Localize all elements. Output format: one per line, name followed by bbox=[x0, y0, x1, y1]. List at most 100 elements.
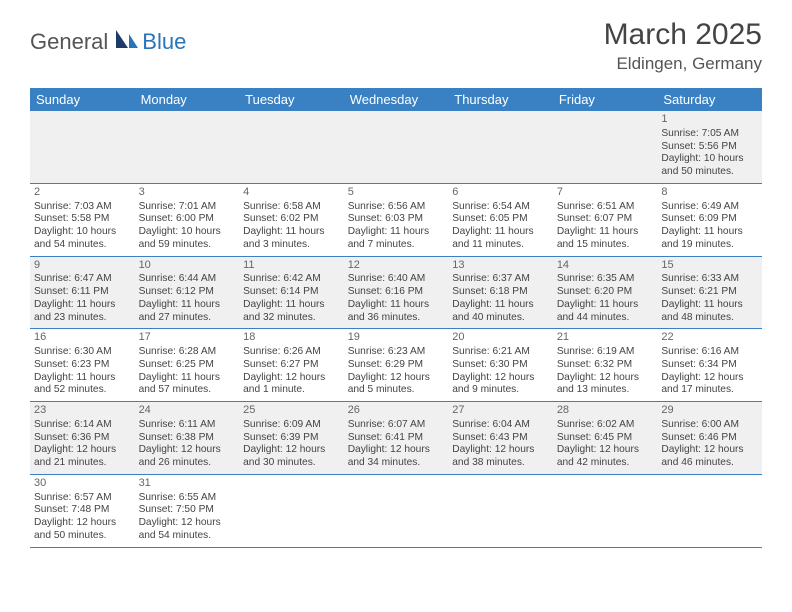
cell-line-ss: Sunset: 6:14 PM bbox=[243, 286, 340, 299]
cell-line-dl2: and 7 minutes. bbox=[348, 239, 445, 252]
cell-line-dl2: and 54 minutes. bbox=[139, 530, 236, 543]
cell-line-ss: Sunset: 6:09 PM bbox=[661, 213, 758, 226]
day-header-row: Sunday Monday Tuesday Wednesday Thursday… bbox=[30, 88, 762, 111]
calendar-body: 1Sunrise: 7:05 AMSunset: 5:56 PMDaylight… bbox=[30, 111, 762, 547]
calendar-week: 2Sunrise: 7:03 AMSunset: 5:58 PMDaylight… bbox=[30, 183, 762, 256]
cell-line-dl2: and 48 minutes. bbox=[661, 312, 758, 325]
cell-line-dl2: and 15 minutes. bbox=[557, 239, 654, 252]
day-number: 26 bbox=[348, 404, 445, 418]
logo-text-blue: Blue bbox=[142, 29, 186, 55]
day-header: Tuesday bbox=[239, 88, 344, 111]
cell-line-ss: Sunset: 6:27 PM bbox=[243, 359, 340, 372]
cell-line-dl1: Daylight: 11 hours bbox=[139, 372, 236, 385]
cell-line-ss: Sunset: 6:30 PM bbox=[452, 359, 549, 372]
cell-line-dl1: Daylight: 10 hours bbox=[34, 226, 131, 239]
cell-line-dl2: and 3 minutes. bbox=[243, 239, 340, 252]
day-number: 25 bbox=[243, 404, 340, 418]
cell-line-ss: Sunset: 7:48 PM bbox=[34, 504, 131, 517]
cell-line-dl1: Daylight: 12 hours bbox=[34, 444, 131, 457]
calendar-cell bbox=[448, 111, 553, 183]
cell-line-dl1: Daylight: 11 hours bbox=[661, 299, 758, 312]
cell-line-dl1: Daylight: 12 hours bbox=[139, 517, 236, 530]
cell-line-dl1: Daylight: 12 hours bbox=[557, 444, 654, 457]
cell-line-ss: Sunset: 6:36 PM bbox=[34, 432, 131, 445]
cell-line-dl1: Daylight: 11 hours bbox=[661, 226, 758, 239]
day-number: 5 bbox=[348, 186, 445, 200]
cell-line-dl1: Daylight: 11 hours bbox=[34, 372, 131, 385]
cell-line-sr: Sunrise: 6:23 AM bbox=[348, 346, 445, 359]
cell-line-dl1: Daylight: 12 hours bbox=[34, 517, 131, 530]
calendar-cell: 25Sunrise: 6:09 AMSunset: 6:39 PMDayligh… bbox=[239, 402, 344, 475]
cell-line-dl1: Daylight: 10 hours bbox=[139, 226, 236, 239]
calendar-table: Sunday Monday Tuesday Wednesday Thursday… bbox=[30, 88, 762, 548]
calendar-cell: 31Sunrise: 6:55 AMSunset: 7:50 PMDayligh… bbox=[135, 474, 240, 547]
calendar-cell bbox=[553, 111, 658, 183]
cell-line-ss: Sunset: 6:03 PM bbox=[348, 213, 445, 226]
day-number: 1 bbox=[661, 113, 758, 127]
cell-line-dl2: and 30 minutes. bbox=[243, 457, 340, 470]
cell-line-sr: Sunrise: 6:58 AM bbox=[243, 201, 340, 214]
cell-line-sr: Sunrise: 6:00 AM bbox=[661, 419, 758, 432]
calendar-cell: 12Sunrise: 6:40 AMSunset: 6:16 PMDayligh… bbox=[344, 256, 449, 329]
cell-line-sr: Sunrise: 6:02 AM bbox=[557, 419, 654, 432]
cell-line-dl2: and 50 minutes. bbox=[661, 166, 758, 179]
cell-line-dl1: Daylight: 10 hours bbox=[661, 153, 758, 166]
day-number: 29 bbox=[661, 404, 758, 418]
cell-line-sr: Sunrise: 6:55 AM bbox=[139, 492, 236, 505]
cell-line-ss: Sunset: 6:45 PM bbox=[557, 432, 654, 445]
cell-line-dl2: and 34 minutes. bbox=[348, 457, 445, 470]
cell-line-dl2: and 59 minutes. bbox=[139, 239, 236, 252]
calendar-cell bbox=[448, 474, 553, 547]
cell-line-dl1: Daylight: 12 hours bbox=[348, 444, 445, 457]
cell-line-dl1: Daylight: 11 hours bbox=[34, 299, 131, 312]
cell-line-dl1: Daylight: 12 hours bbox=[243, 372, 340, 385]
cell-line-sr: Sunrise: 6:09 AM bbox=[243, 419, 340, 432]
calendar-cell: 10Sunrise: 6:44 AMSunset: 6:12 PMDayligh… bbox=[135, 256, 240, 329]
calendar-week: 1Sunrise: 7:05 AMSunset: 5:56 PMDaylight… bbox=[30, 111, 762, 183]
cell-line-dl2: and 11 minutes. bbox=[452, 239, 549, 252]
day-number: 23 bbox=[34, 404, 131, 418]
day-header: Thursday bbox=[448, 88, 553, 111]
calendar-week: 23Sunrise: 6:14 AMSunset: 6:36 PMDayligh… bbox=[30, 402, 762, 475]
cell-line-dl2: and 40 minutes. bbox=[452, 312, 549, 325]
day-number: 9 bbox=[34, 259, 131, 273]
cell-line-sr: Sunrise: 6:35 AM bbox=[557, 273, 654, 286]
cell-line-dl2: and 17 minutes. bbox=[661, 384, 758, 397]
calendar-cell: 29Sunrise: 6:00 AMSunset: 6:46 PMDayligh… bbox=[657, 402, 762, 475]
calendar-cell: 1Sunrise: 7:05 AMSunset: 5:56 PMDaylight… bbox=[657, 111, 762, 183]
cell-line-sr: Sunrise: 7:01 AM bbox=[139, 201, 236, 214]
cell-line-dl2: and 19 minutes. bbox=[661, 239, 758, 252]
cell-line-sr: Sunrise: 6:37 AM bbox=[452, 273, 549, 286]
cell-line-ss: Sunset: 6:05 PM bbox=[452, 213, 549, 226]
day-header: Friday bbox=[553, 88, 658, 111]
cell-line-dl1: Daylight: 12 hours bbox=[452, 444, 549, 457]
cell-line-dl1: Daylight: 11 hours bbox=[348, 299, 445, 312]
day-number: 13 bbox=[452, 259, 549, 273]
day-number: 6 bbox=[452, 186, 549, 200]
calendar-cell: 3Sunrise: 7:01 AMSunset: 6:00 PMDaylight… bbox=[135, 183, 240, 256]
cell-line-dl1: Daylight: 12 hours bbox=[452, 372, 549, 385]
cell-line-sr: Sunrise: 6:44 AM bbox=[139, 273, 236, 286]
calendar-cell: 17Sunrise: 6:28 AMSunset: 6:25 PMDayligh… bbox=[135, 329, 240, 402]
calendar-cell: 4Sunrise: 6:58 AMSunset: 6:02 PMDaylight… bbox=[239, 183, 344, 256]
cell-line-sr: Sunrise: 7:05 AM bbox=[661, 128, 758, 141]
cell-line-dl2: and 57 minutes. bbox=[139, 384, 236, 397]
cell-line-ss: Sunset: 6:11 PM bbox=[34, 286, 131, 299]
cell-line-dl2: and 50 minutes. bbox=[34, 530, 131, 543]
cell-line-sr: Sunrise: 6:33 AM bbox=[661, 273, 758, 286]
calendar-cell: 7Sunrise: 6:51 AMSunset: 6:07 PMDaylight… bbox=[553, 183, 658, 256]
cell-line-ss: Sunset: 7:50 PM bbox=[139, 504, 236, 517]
cell-line-dl2: and 1 minute. bbox=[243, 384, 340, 397]
cell-line-sr: Sunrise: 6:16 AM bbox=[661, 346, 758, 359]
cell-line-sr: Sunrise: 6:26 AM bbox=[243, 346, 340, 359]
day-number: 21 bbox=[557, 331, 654, 345]
cell-line-ss: Sunset: 6:34 PM bbox=[661, 359, 758, 372]
calendar-cell: 13Sunrise: 6:37 AMSunset: 6:18 PMDayligh… bbox=[448, 256, 553, 329]
day-number: 24 bbox=[139, 404, 236, 418]
cell-line-dl2: and 46 minutes. bbox=[661, 457, 758, 470]
day-number: 2 bbox=[34, 186, 131, 200]
cell-line-sr: Sunrise: 6:19 AM bbox=[557, 346, 654, 359]
cell-line-ss: Sunset: 6:20 PM bbox=[557, 286, 654, 299]
cell-line-dl2: and 44 minutes. bbox=[557, 312, 654, 325]
cell-line-dl1: Daylight: 11 hours bbox=[348, 226, 445, 239]
